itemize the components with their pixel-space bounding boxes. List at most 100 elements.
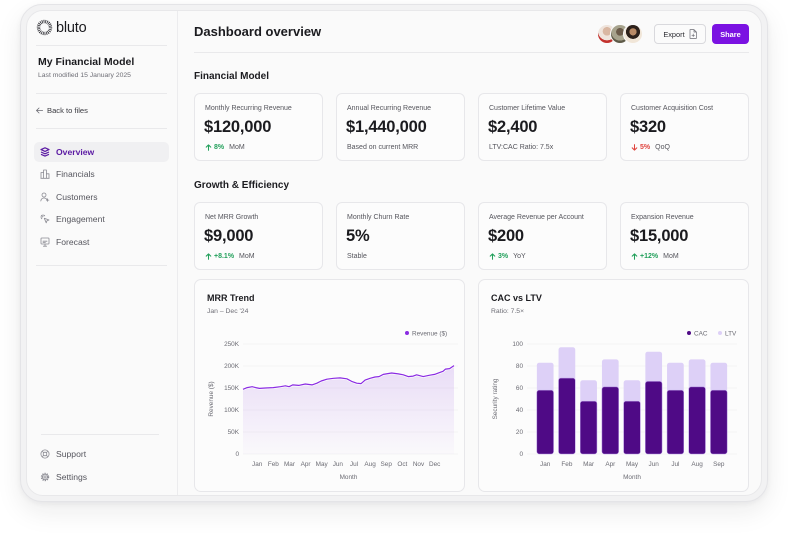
sidebar-item-overview[interactable]: Overview [34,142,169,162]
arrow-up-icon [205,144,212,151]
x-tick-label: Mar [284,461,296,468]
metric-label: Expansion Revenue [631,214,694,221]
arrow-up-icon [489,253,496,260]
back-to-files-label: Back to files [47,106,88,115]
export-button[interactable]: Export [654,24,706,44]
metric-card-expansion-revenue: Expansion Revenue $15,000 +12% MoM [620,202,749,270]
back-to-files-link[interactable]: Back to files [35,106,88,115]
metric-card-ltv: Customer Lifetime Value $2,400 LTV:CAC R… [478,93,607,161]
metric-label: Customer Lifetime Value [489,105,566,112]
metric-card-cac: Customer Acquisition Cost $320 5% QoQ [620,93,749,161]
metric-value: $2,400 [488,118,538,136]
sidebar-item-financials[interactable]: Financials [34,164,169,184]
metric-label: Monthly Recurring Revenue [205,105,292,112]
y-tick-label: 150K [224,385,240,392]
bar-cac-apr [601,386,619,455]
x-tick-label: Aug [364,461,376,468]
brand-logo[interactable]: bluto [36,19,87,36]
x-tick-label: Jun [649,461,660,468]
y-tick-label: 80 [516,363,524,370]
x-tick-label: Feb [268,461,279,468]
x-tick-label: Mar [583,461,595,468]
metric-label: Annual Recurring Revenue [347,105,432,112]
brand-name: bluto [56,19,87,36]
x-tick-label: Jun [333,461,344,468]
sidebar-item-support[interactable]: Support [34,444,169,464]
app-window: bluto My Financial Model Last modified 1… [26,10,762,496]
divider [41,434,159,435]
header-divider [194,52,749,53]
x-axis-label: Month [623,474,641,481]
sidebar-item-label: Overview [56,147,95,157]
delta-value: 8% [214,144,225,151]
metric-value: $120,000 [204,118,272,136]
sidebar-item-forecast[interactable]: Forecast [34,232,169,252]
arrow-left-icon [36,107,44,114]
bar-cac-feb [558,377,576,455]
metric-label: Average Revenue per Account [489,214,584,221]
metric-card-mrr: Monthly Recurring Revenue $120,000 8% Mo… [194,93,323,161]
x-tick-label: Apr [301,461,312,468]
cac-vs-ltv-chart-card: 0 20 40 60 80 100 Jan Feb Mar Apr May Jun Jul Aug Sep M… [478,279,749,492]
file-plus-icon [689,29,697,39]
arrow-up-icon [205,253,212,260]
bar-cac-aug [688,386,706,455]
y-tick-label: 40 [516,407,524,414]
y-tick-label: 20 [516,429,524,436]
presentation-icon [40,237,50,247]
mrr-trend-chart-card: 0 50K 100K 150K 200K 250K Jan Feb Mar Apr May Jun Ju… [194,279,465,492]
x-tick-label: Jan [540,461,551,468]
legend-dot-cac [687,331,691,335]
bar-cac-jun [645,381,663,455]
metric-card-net-mrr-growth: Net MRR Growth $9,000 +8.1% MoM [194,202,323,270]
divider [36,265,167,266]
page-title: Dashboard overview [194,24,322,39]
share-button[interactable]: Share [712,24,749,44]
mrr-trend-chart: 0 50K 100K 150K 200K 250K Jan Feb Mar Apr May Jun Ju… [208,330,458,481]
legend-label-ltv: LTV [725,330,737,337]
delta-value: +12% [640,253,659,260]
delta-period: QoQ [655,144,670,151]
sidebar-item-engagement[interactable]: Engagement [34,209,169,229]
y-tick-label: 0 [519,451,523,458]
avatar[interactable] [623,24,643,44]
lifebuoy-icon [40,449,50,459]
section-title-financial-model: Financial Model [194,71,270,82]
delta-period: MoM [229,144,245,151]
file-last-modified: Last modified 15 January 2025 [38,72,131,79]
y-tick-label: 250K [224,341,240,348]
x-tick-label: May [626,461,639,468]
sidebar-item-customers[interactable]: Customers [34,187,169,207]
cac-vs-ltv-chart: 0 20 40 60 80 100 Jan Feb Mar Apr May Jun Jul Aug Sep M… [492,330,737,481]
delta-value: 3% [498,253,509,260]
gear-icon [40,472,50,482]
delta-period: MoM [663,253,679,260]
divider [36,128,167,129]
divider [36,45,167,46]
metric-card-arr: Annual Recurring Revenue $1,440,000 Base… [336,93,465,161]
metric-value: $1,440,000 [346,118,427,136]
x-tick-label: Jul [671,461,679,468]
arrow-up-icon [631,253,638,260]
y-tick-label: 60 [516,385,524,392]
collaborator-avatars[interactable] [597,24,645,44]
legend-dot-ltv [718,331,722,335]
buildings-icon [40,169,50,179]
delta-badge: +8.1% [205,253,234,260]
y-axis-label: Revenue ($) [208,381,215,416]
chart-title: MRR Trend [207,293,255,303]
x-tick-label: Nov [413,461,425,468]
bar-cac-mar [580,400,598,455]
bar-cac-may [623,400,641,455]
bar-cac-sep [710,389,728,455]
x-tick-label: Sep [381,461,393,468]
metric-card-arpa: Average Revenue per Account $200 3% YoY [478,202,607,270]
bar-cac-jan [536,389,554,455]
sidebar-item-settings[interactable]: Settings [34,467,169,487]
layers-icon [40,147,50,157]
x-tick-label: Oct [397,461,407,468]
divider [36,93,167,94]
y-tick-label: 0 [235,451,239,458]
metric-value: $9,000 [204,227,254,245]
metric-value: 5% [346,227,370,245]
